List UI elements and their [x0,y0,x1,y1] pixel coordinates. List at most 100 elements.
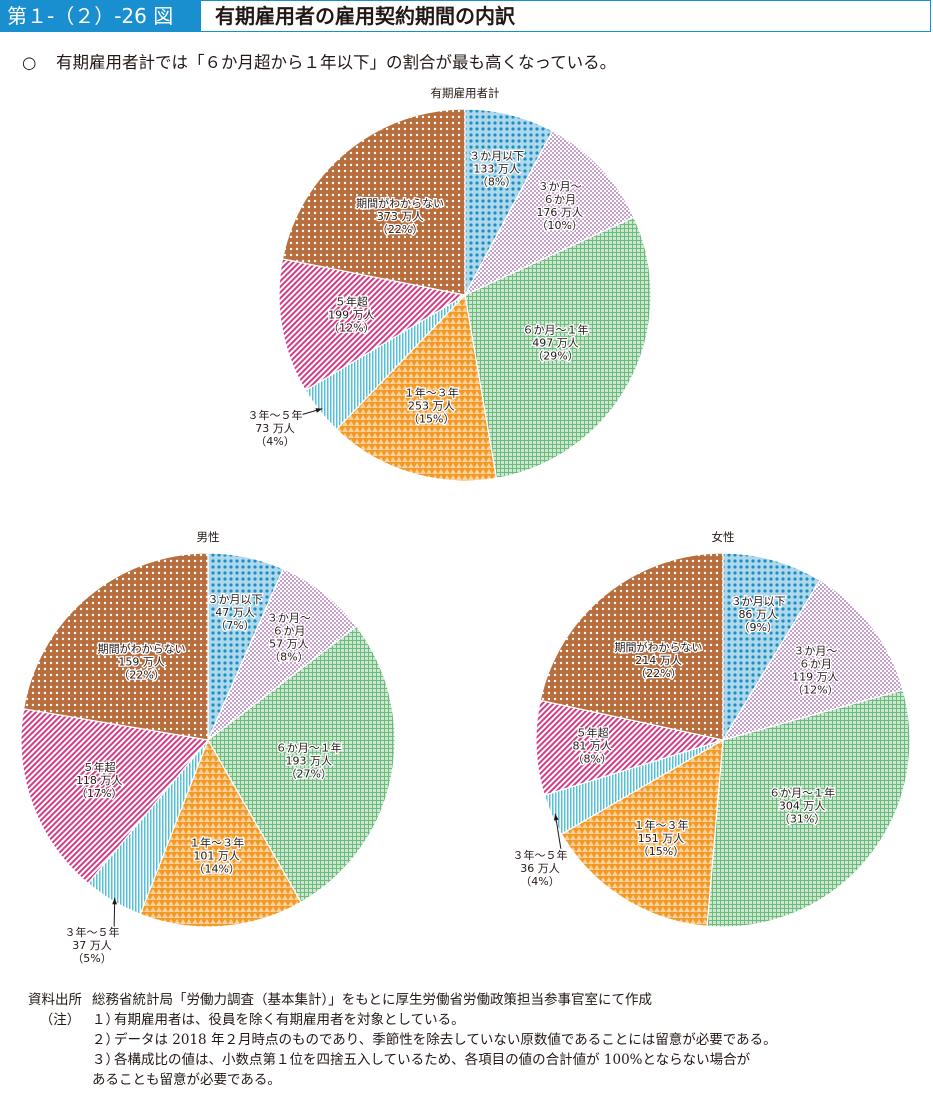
callout-arrow-icon [553,813,559,821]
pie-slice [281,108,466,296]
slice-label: （14%） [193,863,239,876]
pie-slice [20,708,210,885]
note-continuation-row: あることも留意が必要である。 [28,1070,777,1090]
callout-line [554,813,563,857]
slice-label: （7%） [215,619,254,632]
pie-slice [539,552,724,741]
note-item: ３） 各構成比の値は、小数点第１位を四捨五入しているため、各項目の値の合計値が … [28,1050,777,1070]
pie-slice [463,130,635,297]
pie-slice [721,579,904,741]
slice-label: ３か月～ [793,645,837,658]
slice-label: 193 万人 [286,754,333,767]
pie-title: 男性 [197,530,220,544]
pie-title: 女性 [712,530,735,544]
slice-label: 176 万人 [536,206,583,219]
slice-label: 73 万人 [255,422,295,435]
notes-label: （注） [39,1012,81,1028]
pie-slice [535,699,726,796]
pie-slice [464,216,652,480]
slice-label: （9%） [738,621,777,634]
pie-slice [722,552,821,743]
slice-label: 47 万人 [215,606,255,619]
slice-label: （22%） [118,668,164,681]
slice-label: ３か月以下 [731,595,786,608]
slice-label: ６か月 [272,625,305,638]
slice-label: 期間がわからない [615,640,703,654]
figure-title: 有期雇用者の雇用契約期間の内訳 [215,4,515,28]
slice-label: １年～３年 [404,385,459,399]
note-item: ２） データは 2018 年２月時点のものであり、季節性を除去していない原数値で… [28,1030,777,1050]
note-text: 各構成比の値は、小数点第１位を四捨五入しているため、各項目の値の合計値が 100… [114,1052,751,1068]
slice-label: （22%） [635,667,681,680]
slice-label: ６か月 [543,193,576,206]
callout-arrow-icon [315,408,323,413]
slice-label: 101 万人 [193,850,240,863]
slice-label: （12%） [328,322,374,335]
slice-label: （29%） [532,350,578,363]
slice-label: ３年～５年 [513,848,568,862]
callout-arrow-icon [112,897,118,905]
slice-label: ３か月～ [538,180,582,193]
pie-slice [139,738,302,928]
slice-label: ６か月 [799,658,832,671]
slice-label: 57 万人 [269,638,309,651]
source-text: 総務省統計局「労働力調査（基本集計）」をもとに厚生労働省労働政策担当参事官室にて… [92,992,652,1008]
pie-slice [207,625,396,904]
pie-slice [464,108,554,296]
note-number: ３） [92,1052,119,1068]
note-item: （注） １） 有期雇用者は、役員を除く有期雇用者を対象としている。 [28,1010,777,1030]
note-text: 有期雇用者は、役員を除く有期雇用者を対象としている。 [114,1012,465,1028]
slice-label: ３か月以下 [208,593,263,606]
pie-slice [22,552,209,741]
slice-label: ６か月～１年 [276,740,342,754]
slice-label: （4%） [520,875,559,888]
source-row: 資料出所 総務省統計局「労働力調査（基本集計）」をもとに厚生労働省労働政策担当参… [28,990,777,1010]
slice-label: １年～３年 [189,836,244,850]
slice-label: （10%） [536,219,582,232]
slice-label: ６か月～１年 [769,786,835,800]
slice-label: 373 万人 [377,210,424,223]
slice-label: （31%） [779,813,825,826]
slice-label: ３年～５年 [248,408,303,422]
slice-label: 159 万人 [118,655,165,668]
slice-label: （15%） [408,412,454,425]
slice-label: 118 万人 [76,774,123,787]
note-number: １） [92,1012,119,1028]
pie-slice [207,568,358,741]
slice-label: （27%） [286,767,332,780]
slice-label: （8%） [477,176,516,189]
slice-label: （8%） [269,651,308,664]
slice-label: ３年～５年 [65,925,120,939]
notes: 資料出所 総務省統計局「労働力調査（基本集計）」をもとに厚生労働省労働政策担当参… [28,990,777,1090]
slice-label: （17%） [76,787,122,800]
slice-label: 期間がわからない [356,196,444,210]
slice-label: 497 万人 [532,337,579,350]
note-text: データは 2018 年２月時点のものであり、季節性を除去していない原数値であるこ… [114,1032,777,1048]
pie-slice [560,738,724,927]
source-label: 資料出所 [28,992,82,1008]
slice-label: 81 万人 [572,740,612,753]
slice-label: ５年超 [83,760,116,774]
slice-label: ５年超 [335,295,368,309]
slice-label: ３か月～ [267,612,311,625]
slice-label: ５年超 [576,726,609,740]
slice-label: 37 万人 [72,939,112,952]
slice-label: 119 万人 [792,671,839,684]
slice-label: 304 万人 [779,800,826,813]
slice-label: 151 万人 [638,832,685,845]
title-bar: 第１-（２）-26 図 有期雇用者の雇用契約期間の内訳 [0,0,931,32]
note-continuation: あることも留意が必要である。 [92,1072,281,1088]
pie-slice [278,258,467,392]
slice-label: （15%） [638,845,684,858]
slice-label: ３か月以下 [469,150,524,163]
summary-text: 有期雇用者計では「６か月超から１年以下」の割合が最も高くなっている。 [56,53,617,72]
pie-slice [706,689,911,928]
pie-title: 有期雇用者計 [431,86,500,100]
pie-slice [335,293,498,482]
note-number: ２） [92,1032,119,1048]
slice-label: （12%） [792,684,838,697]
